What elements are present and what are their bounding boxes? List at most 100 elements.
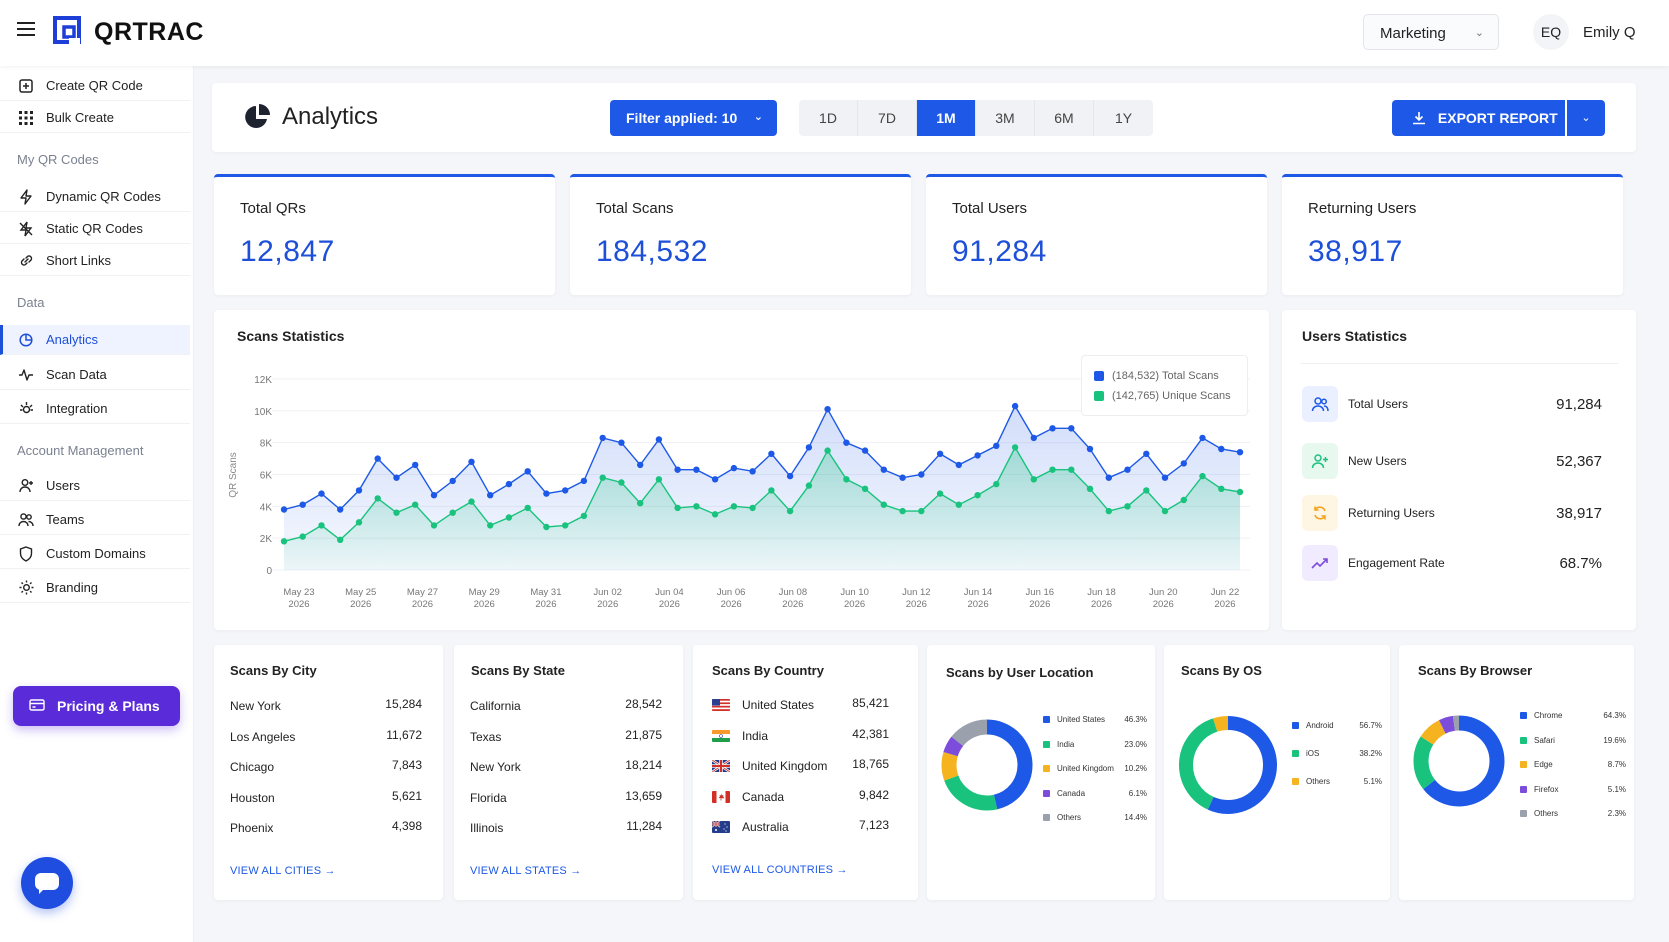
sidebar-item-users[interactable]: Users	[0, 471, 190, 501]
export-report-button[interactable]: EXPORT REPORT	[1392, 100, 1565, 136]
data-point[interactable]	[618, 479, 625, 486]
data-point[interactable]	[843, 439, 850, 446]
data-point[interactable]	[993, 480, 1000, 488]
data-point[interactable]	[955, 501, 962, 508]
data-point[interactable]	[412, 461, 419, 469]
data-point[interactable]	[1143, 487, 1150, 494]
data-point[interactable]	[1030, 434, 1037, 442]
data-point[interactable]	[768, 487, 775, 494]
sidebar-item-custom-domains[interactable]: Custom Domains	[0, 539, 190, 569]
data-point[interactable]	[918, 507, 925, 515]
data-point[interactable]	[487, 492, 494, 499]
data-point[interactable]	[824, 447, 831, 454]
sidebar-item-teams[interactable]: Teams	[0, 505, 190, 535]
data-point[interactable]	[899, 507, 906, 515]
donut-slice[interactable]	[941, 719, 1033, 811]
data-point[interactable]	[562, 487, 569, 494]
data-point[interactable]	[412, 501, 419, 508]
data-point[interactable]	[280, 506, 288, 513]
data-point[interactable]	[580, 512, 588, 520]
sidebar-item-branding[interactable]: Branding	[0, 573, 190, 603]
data-point[interactable]	[449, 477, 456, 485]
chat-support-button[interactable]	[21, 857, 73, 909]
sidebar-item-create-qr-code[interactable]: Create QR Code	[0, 71, 190, 101]
range-button-6m[interactable]: 6M	[1035, 100, 1094, 136]
data-point[interactable]	[936, 490, 944, 497]
sidebar-item-integration[interactable]: Integration	[0, 394, 190, 424]
data-point[interactable]	[880, 466, 887, 473]
legend-item-total-scans[interactable]: (184,532) Total Scans	[1094, 366, 1235, 386]
donut-slice[interactable]	[1413, 715, 1505, 807]
data-point[interactable]	[1124, 466, 1131, 473]
data-point[interactable]	[505, 480, 513, 488]
data-point[interactable]	[1218, 445, 1225, 453]
data-point[interactable]	[318, 522, 325, 529]
data-point[interactable]	[1011, 402, 1019, 410]
data-point[interactable]	[711, 511, 719, 518]
data-point[interactable]	[674, 466, 681, 473]
data-point[interactable]	[637, 461, 644, 469]
donut-slice[interactable]	[1179, 716, 1277, 814]
data-point[interactable]	[374, 495, 381, 502]
data-point[interactable]	[1180, 460, 1187, 467]
data-point[interactable]	[805, 482, 813, 489]
user-name[interactable]: Emily Q	[1583, 24, 1636, 41]
data-point[interactable]	[1124, 503, 1131, 510]
data-point[interactable]	[1105, 507, 1112, 515]
data-point[interactable]	[1218, 485, 1225, 492]
data-point[interactable]	[1143, 450, 1150, 457]
data-point[interactable]	[280, 538, 288, 545]
data-point[interactable]	[1049, 466, 1056, 473]
avatar[interactable]: EQ	[1533, 14, 1569, 50]
data-point[interactable]	[1068, 425, 1075, 432]
data-point[interactable]	[468, 498, 475, 505]
filter-dropdown-button[interactable]: Filter applied: 10 ⌄	[610, 100, 777, 136]
data-point[interactable]	[355, 519, 363, 526]
sidebar-item-static-qr-codes[interactable]: Static QR Codes	[0, 214, 190, 244]
data-point[interactable]	[693, 503, 700, 510]
view-all-countries-link[interactable]: VIEW ALL COUNTRIES →	[712, 864, 848, 876]
data-point[interactable]	[1161, 507, 1169, 515]
data-point[interactable]	[374, 455, 381, 462]
data-point[interactable]	[786, 472, 794, 480]
menu-icon[interactable]	[17, 22, 35, 36]
data-point[interactable]	[299, 501, 306, 508]
sidebar-item-dynamic-qr-codes[interactable]: Dynamic QR Codes	[0, 182, 190, 212]
range-button-7d[interactable]: 7D	[858, 100, 917, 136]
data-point[interactable]	[337, 536, 344, 543]
workspace-dropdown[interactable]: Marketing ⌄	[1363, 14, 1499, 50]
data-point[interactable]	[318, 490, 325, 497]
data-point[interactable]	[599, 434, 606, 442]
data-point[interactable]	[449, 509, 456, 516]
data-point[interactable]	[637, 500, 644, 507]
data-point[interactable]	[768, 450, 775, 457]
view-all-states-link[interactable]: VIEW ALL STATES →	[470, 865, 581, 877]
range-button-1d[interactable]: 1D	[799, 100, 858, 136]
view-all-cities-link[interactable]: VIEW ALL CITIES →	[230, 865, 336, 877]
data-point[interactable]	[337, 506, 344, 513]
data-point[interactable]	[936, 450, 944, 457]
range-button-3m[interactable]: 3M	[976, 100, 1035, 136]
data-point[interactable]	[655, 436, 663, 443]
data-point[interactable]	[1011, 444, 1019, 451]
data-point[interactable]	[1049, 425, 1056, 432]
data-point[interactable]	[1180, 496, 1187, 504]
data-point[interactable]	[974, 452, 981, 459]
donut-slice[interactable]	[1413, 715, 1505, 807]
data-point[interactable]	[1086, 485, 1094, 492]
data-point[interactable]	[1161, 474, 1169, 481]
sidebar-item-short-links[interactable]: Short Links	[0, 246, 190, 276]
data-point[interactable]	[393, 474, 400, 481]
donut-slice[interactable]	[941, 719, 1033, 811]
data-point[interactable]	[1030, 476, 1037, 483]
pricing-plans-button[interactable]: Pricing & Plans	[13, 686, 180, 726]
data-point[interactable]	[899, 474, 906, 481]
data-point[interactable]	[749, 468, 756, 475]
data-point[interactable]	[693, 466, 700, 473]
data-point[interactable]	[524, 504, 531, 512]
data-point[interactable]	[524, 468, 531, 475]
data-point[interactable]	[487, 522, 494, 529]
legend-item-unique-scans[interactable]: (142,765) Unique Scans	[1094, 386, 1235, 406]
data-point[interactable]	[1105, 474, 1112, 481]
data-point[interactable]	[393, 509, 400, 516]
